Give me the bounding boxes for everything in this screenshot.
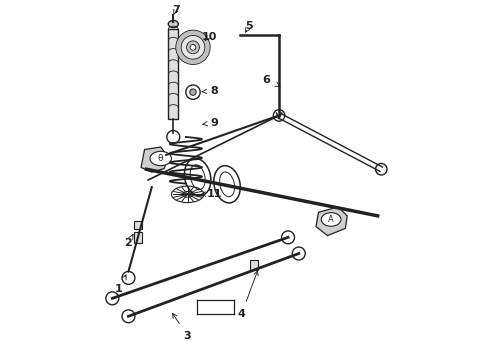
Text: 7: 7	[172, 5, 180, 15]
Circle shape	[122, 310, 135, 323]
Circle shape	[187, 41, 199, 54]
Circle shape	[181, 36, 205, 59]
Circle shape	[273, 110, 285, 121]
Text: 6: 6	[263, 75, 280, 86]
Text: 5: 5	[245, 21, 253, 32]
Text: 3: 3	[172, 314, 192, 341]
Text: 11: 11	[201, 189, 222, 199]
Text: θ: θ	[158, 154, 164, 163]
FancyBboxPatch shape	[134, 232, 143, 243]
Text: 9: 9	[202, 118, 219, 128]
Text: 8: 8	[202, 86, 219, 96]
FancyBboxPatch shape	[134, 221, 142, 229]
Circle shape	[375, 163, 387, 175]
Polygon shape	[141, 147, 168, 172]
Circle shape	[190, 44, 196, 50]
Circle shape	[186, 85, 200, 99]
Ellipse shape	[321, 213, 341, 226]
Circle shape	[176, 30, 210, 64]
Circle shape	[167, 131, 180, 143]
Text: 2: 2	[124, 235, 133, 248]
Circle shape	[106, 292, 119, 305]
Circle shape	[293, 247, 305, 260]
Circle shape	[190, 89, 196, 95]
Circle shape	[282, 231, 294, 244]
Text: 1: 1	[115, 275, 126, 294]
FancyBboxPatch shape	[250, 260, 258, 270]
Text: 10: 10	[201, 32, 217, 41]
Text: 4: 4	[238, 271, 258, 319]
Polygon shape	[316, 207, 347, 235]
Ellipse shape	[168, 21, 178, 28]
Ellipse shape	[182, 192, 193, 197]
Polygon shape	[168, 30, 178, 119]
Text: A: A	[328, 215, 334, 224]
Circle shape	[122, 271, 135, 284]
Ellipse shape	[150, 151, 172, 166]
